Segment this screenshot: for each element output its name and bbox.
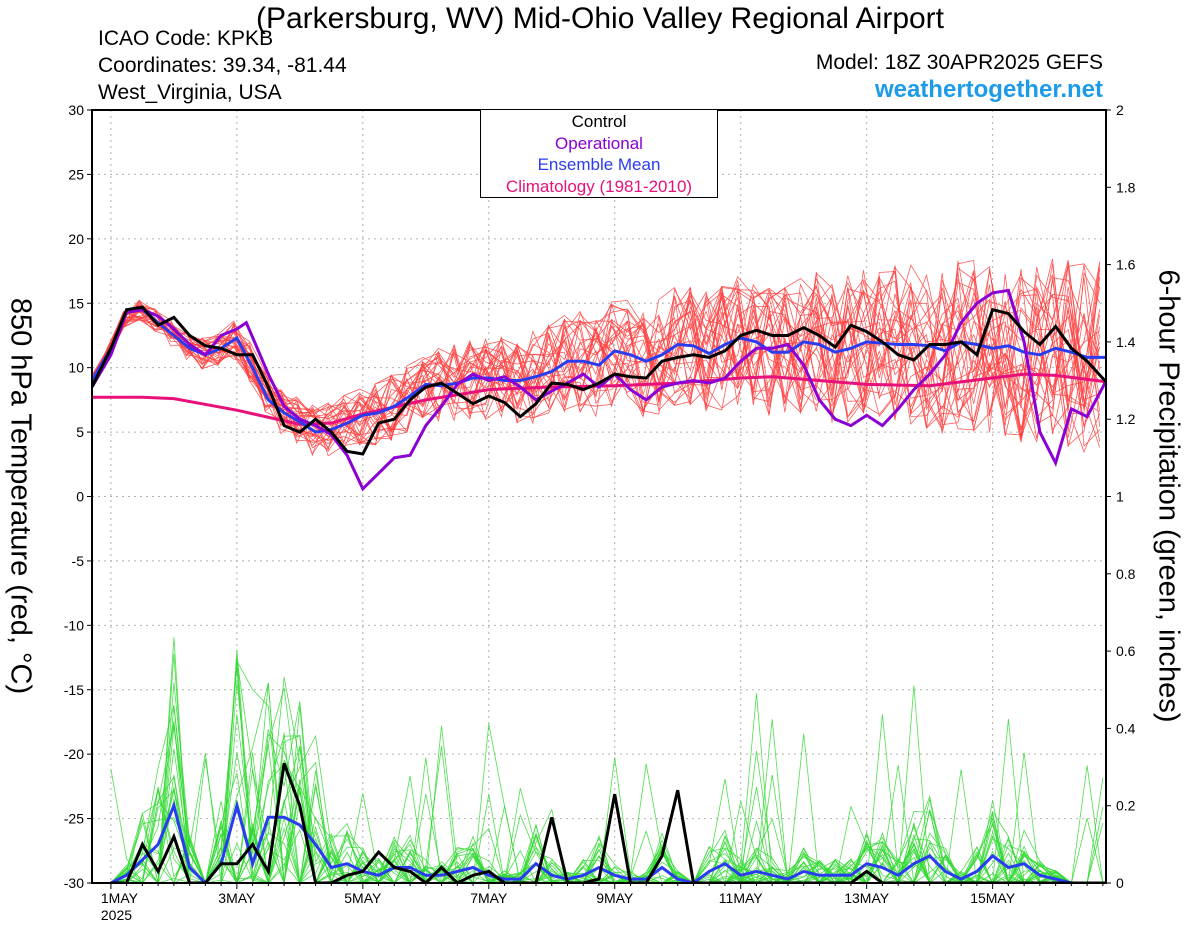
x-tick-year-label: 2025 <box>101 907 132 923</box>
precip-member-line <box>110 677 1103 883</box>
ensemble-mean-temp-line <box>92 308 1106 434</box>
climatology-line <box>92 372 1106 426</box>
temp-member-line <box>92 263 1101 457</box>
left-tick-label: -5 <box>72 553 85 569</box>
right-tick-label: 0.8 <box>1116 566 1136 582</box>
left-tick-label: -15 <box>64 682 84 698</box>
temp-member-line <box>92 260 1101 443</box>
right-tick-label: 0 <box>1116 875 1124 891</box>
legend-operational: Operational <box>555 133 643 153</box>
precip-member-line <box>110 747 1103 883</box>
x-tick-label: 11MAY <box>719 890 763 906</box>
legend: Control Operational Ensemble Mean Climat… <box>480 109 718 198</box>
precip-member-line <box>110 637 1103 883</box>
left-tick-label: 20 <box>68 231 84 247</box>
left-tick-label: 15 <box>68 295 84 311</box>
x-tick-label: 15MAY <box>970 890 1016 906</box>
precip-member-line <box>110 653 1103 883</box>
left-tick-label: 5 <box>76 424 84 440</box>
precip-member-line <box>110 723 1103 883</box>
x-tick-label: 5MAY <box>344 890 382 906</box>
left-tick-label: -20 <box>64 746 84 762</box>
precip-member-line <box>110 682 1103 883</box>
right-axis-label: 6-hour Precipitation (green, inches) <box>1152 269 1185 723</box>
x-tick-label: 7MAY <box>470 890 508 906</box>
control-temp-line <box>92 305 1106 456</box>
icao-code: ICAO Code: KPKB <box>98 27 274 50</box>
right-tick-label: 0.4 <box>1116 720 1136 736</box>
legend-climatology: Climatology (1981-2010) <box>505 176 693 196</box>
x-tick-label: 3MAY <box>218 890 256 906</box>
coordinates: Coordinates: 39.34, -81.44 <box>98 54 347 77</box>
control-precip-line <box>110 762 1106 883</box>
x-tick-label: 1MAY <box>101 890 139 906</box>
site-link[interactable]: weathertogether.net <box>874 76 1103 103</box>
left-tick-label: 30 <box>68 102 84 118</box>
left-tick-label: -30 <box>64 875 84 891</box>
left-tick-label: 25 <box>68 166 84 182</box>
left-tick-label: -25 <box>64 811 84 827</box>
left-tick-label: 0 <box>76 489 84 505</box>
right-tick-label: 1.6 <box>1116 257 1136 273</box>
right-tick-label: 2 <box>1116 102 1124 118</box>
precip-member-line <box>110 800 1103 883</box>
precip-member-line <box>110 687 1103 883</box>
x-tick-label: 13MAY <box>844 890 890 906</box>
right-tick-label: 0.2 <box>1116 798 1136 814</box>
left-tick-label: 10 <box>68 360 84 376</box>
temp-member-line <box>92 287 1100 435</box>
left-tick-label: -10 <box>64 617 84 633</box>
chart-title: (Parkersburg, WV) Mid-Ohio Valley Region… <box>255 2 945 35</box>
x-tick-label: 9MAY <box>596 890 634 906</box>
right-tick-label: 1.2 <box>1116 411 1136 427</box>
precip-member-line <box>110 667 1103 883</box>
model-run: Model: 18Z 30APR2025 GEFS <box>815 51 1103 74</box>
temp-member-line <box>92 263 1101 450</box>
right-tick-label: 1.8 <box>1116 179 1136 195</box>
right-tick-label: 1.4 <box>1116 334 1136 350</box>
temp-member-line <box>92 264 1100 450</box>
right-tick-label: 1 <box>1116 489 1124 505</box>
precip-member-line <box>110 693 1103 883</box>
left-axis-label: 850 hPa Temperature (red, °C) <box>4 297 37 695</box>
legend-ensemble-mean: Ensemble Mean <box>537 155 661 174</box>
right-tick-label: 0.6 <box>1116 643 1136 659</box>
legend-control: Control <box>571 112 627 131</box>
region-label: West_Virginia, USA <box>98 81 282 104</box>
operational-temp-line <box>92 288 1106 492</box>
